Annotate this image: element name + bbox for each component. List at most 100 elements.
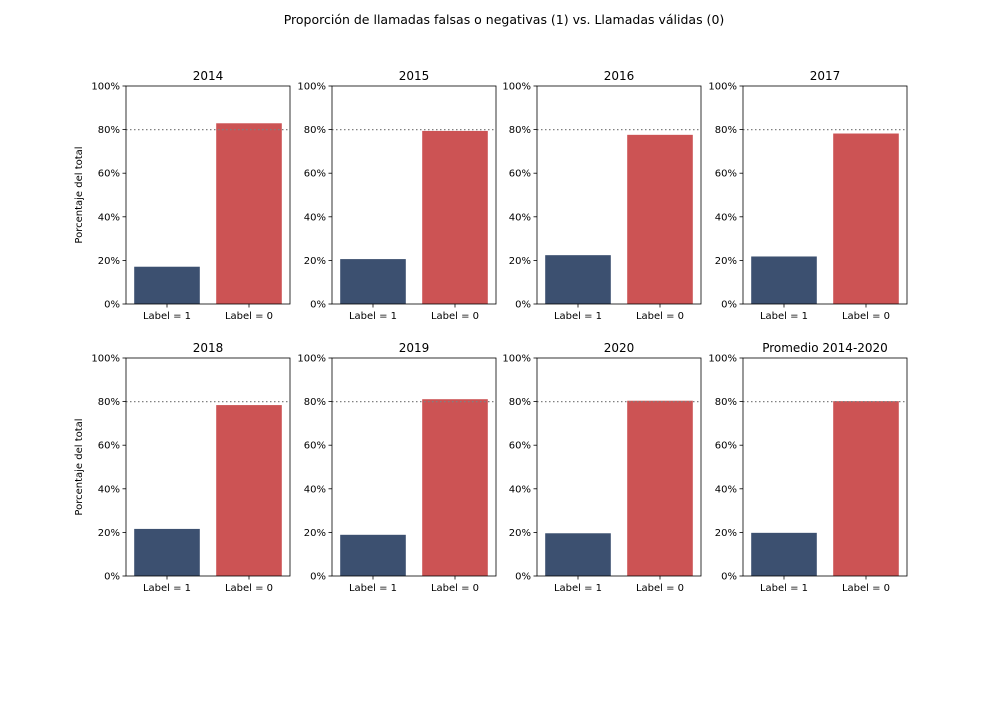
y-tick-label: 20%	[715, 256, 737, 267]
y-tick-label: 0%	[721, 300, 737, 311]
x-tick-label: Label = 0	[431, 311, 479, 322]
subplot-title: 2014	[193, 69, 224, 83]
subplot-title: 2018	[193, 341, 224, 355]
y-tick-label: 40%	[715, 212, 737, 223]
bar	[340, 259, 406, 304]
subplot-title: Promedio 2014-2020	[762, 341, 888, 355]
y-tick-label: 40%	[304, 212, 326, 223]
bar	[422, 130, 488, 304]
bar	[751, 256, 817, 304]
y-tick-label: 80%	[304, 125, 326, 136]
axes-frame	[125, 85, 291, 305]
bar	[134, 266, 200, 304]
y-tick-label: 80%	[715, 397, 737, 408]
subplot-title: 2019	[399, 341, 430, 355]
x-tick-label: Label = 0	[636, 583, 684, 594]
y-tick-label: 20%	[98, 256, 120, 267]
y-tick-label: 20%	[304, 256, 326, 267]
figure-title: Proporción de llamadas falsas o negativa…	[284, 12, 725, 27]
x-tick-label: Label = 1	[554, 311, 602, 322]
y-tick-label: 80%	[509, 397, 531, 408]
x-tick-label: Label = 0	[225, 583, 273, 594]
x-tick-label: Label = 1	[760, 583, 808, 594]
y-tick-label: 60%	[98, 441, 120, 452]
subplot: 2017 0% 20% 40% 60% 80% 100% Label = 1 Label = 0	[708, 69, 908, 322]
subplot: Promedio 2014-2020 0% 20% 40% 60% 80% 100% Labe…	[708, 341, 908, 594]
y-axis-label: Porcentaje del total	[74, 418, 85, 515]
bar	[833, 401, 899, 576]
y-tick-label: 60%	[715, 169, 737, 180]
y-tick-label: 60%	[98, 169, 120, 180]
y-tick-label: 100%	[297, 354, 326, 365]
y-tick-label: 0%	[515, 572, 531, 583]
bar	[134, 528, 200, 576]
y-tick-label: 20%	[509, 528, 531, 539]
x-tick-label: Label = 1	[143, 583, 191, 594]
y-tick-label: 20%	[715, 528, 737, 539]
subplot: 2020 0% 20% 40% 60% 80% 100% Label = 1 Label = 0	[502, 341, 702, 594]
subplot-title: 2015	[399, 69, 430, 83]
x-tick-label: Label = 0	[225, 311, 273, 322]
x-tick-label: Label = 1	[143, 311, 191, 322]
y-tick-label: 60%	[304, 169, 326, 180]
axes-frame	[742, 357, 908, 577]
y-tick-label: 100%	[708, 354, 737, 365]
subplot-title: 2017	[810, 69, 841, 83]
bar	[216, 405, 282, 576]
y-tick-label: 100%	[502, 354, 531, 365]
y-tick-label: 20%	[509, 256, 531, 267]
bar	[833, 133, 899, 304]
axes-frame	[331, 357, 497, 577]
y-tick-label: 80%	[715, 125, 737, 136]
subplot: 2015 0% 20% 40% 60% 80% 100% Label = 1 Label = 0	[297, 69, 497, 322]
bar	[545, 255, 611, 304]
y-tick-label: 40%	[304, 484, 326, 495]
y-tick-label: 60%	[509, 169, 531, 180]
y-tick-label: 0%	[310, 572, 326, 583]
y-tick-label: 60%	[509, 441, 531, 452]
y-tick-label: 100%	[91, 354, 120, 365]
axes-frame	[331, 85, 497, 305]
y-tick-label: 40%	[98, 212, 120, 223]
y-tick-label: 100%	[297, 82, 326, 93]
x-tick-label: Label = 1	[349, 311, 397, 322]
axes-frame	[125, 357, 291, 577]
subplot: 2014 0% 20% 40% 60% 80% 100% Label = 1 Label = 0…	[74, 69, 291, 322]
y-tick-label: 80%	[98, 397, 120, 408]
x-tick-label: Label = 0	[842, 311, 890, 322]
axes-frame	[536, 85, 702, 305]
y-tick-label: 80%	[509, 125, 531, 136]
y-tick-label: 20%	[98, 528, 120, 539]
y-tick-label: 60%	[304, 441, 326, 452]
x-tick-label: Label = 0	[842, 583, 890, 594]
y-tick-label: 80%	[304, 397, 326, 408]
y-tick-label: 0%	[104, 572, 120, 583]
y-tick-label: 100%	[502, 82, 531, 93]
y-tick-label: 0%	[310, 300, 326, 311]
bar	[627, 134, 693, 304]
y-tick-label: 40%	[509, 212, 531, 223]
y-tick-label: 0%	[721, 572, 737, 583]
y-tick-label: 40%	[715, 484, 737, 495]
x-tick-label: Label = 0	[431, 583, 479, 594]
bar	[751, 532, 817, 576]
bar	[545, 533, 611, 576]
y-tick-label: 100%	[91, 82, 120, 93]
y-tick-label: 0%	[104, 300, 120, 311]
x-tick-label: Label = 0	[636, 311, 684, 322]
bar	[627, 400, 693, 576]
y-tick-label: 40%	[509, 484, 531, 495]
y-tick-label: 80%	[98, 125, 120, 136]
bar	[422, 399, 488, 576]
y-tick-label: 100%	[708, 82, 737, 93]
x-tick-label: Label = 1	[349, 583, 397, 594]
axes-frame	[742, 85, 908, 305]
y-tick-label: 60%	[715, 441, 737, 452]
bar	[340, 534, 406, 576]
subplot: 2018 0% 20% 40% 60% 80% 100% Label = 1 Label = 0…	[74, 341, 291, 594]
x-tick-label: Label = 1	[760, 311, 808, 322]
y-tick-label: 40%	[98, 484, 120, 495]
